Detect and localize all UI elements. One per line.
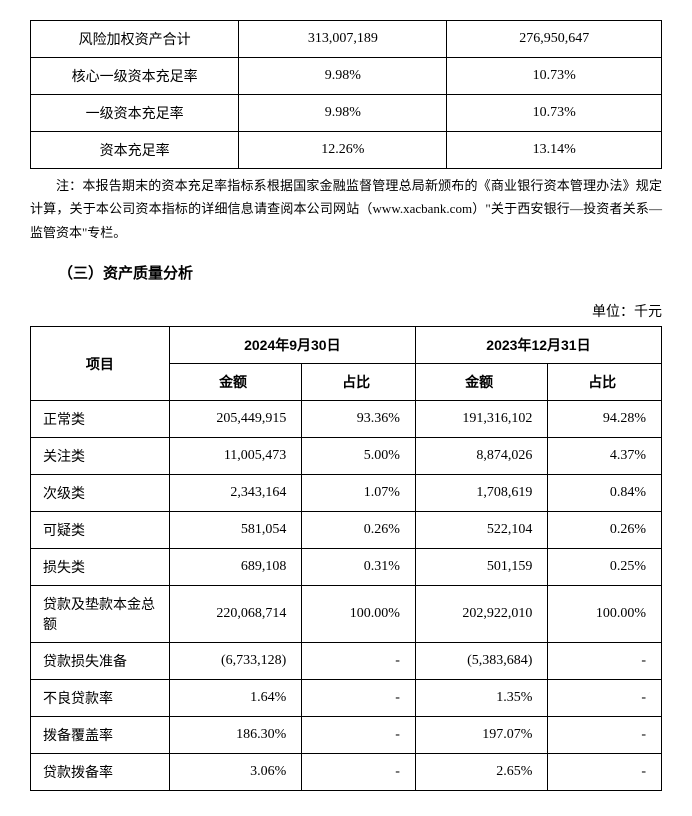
table2-head: 项目 2024年9月30日 2023年12月31日 金额 占比 金额 占比 — [31, 327, 662, 401]
header-date2: 2023年12月31日 — [415, 327, 661, 364]
table1-body: 风险加权资产合计313,007,189276,950,647核心一级资本充足率9… — [31, 21, 662, 169]
cell: (5,383,684) — [415, 643, 548, 680]
cell: (6,733,128) — [169, 643, 302, 680]
cell: 资本充足率 — [31, 132, 239, 169]
cell: 197.07% — [415, 717, 548, 754]
footnote: 注：本报告期末的资本充足率指标系根据国家金融监督管理总局新颁布的《商业银行资本管… — [30, 174, 662, 244]
table-row: 拨备覆盖率186.30%-197.07%- — [31, 717, 662, 754]
cell: 13.14% — [447, 132, 662, 169]
cell: 可疑类 — [31, 512, 170, 549]
cell: 核心一级资本充足率 — [31, 58, 239, 95]
cell: 5.00% — [302, 438, 416, 475]
cell: 220,068,714 — [169, 586, 302, 643]
header-item: 项目 — [31, 327, 170, 401]
cell: 1.35% — [415, 680, 548, 717]
capital-adequacy-table: 风险加权资产合计313,007,189276,950,647核心一级资本充足率9… — [30, 20, 662, 169]
cell: - — [548, 643, 662, 680]
table-row: 核心一级资本充足率9.98%10.73% — [31, 58, 662, 95]
cell: 0.26% — [302, 512, 416, 549]
cell: 3.06% — [169, 754, 302, 791]
cell: 贷款损失准备 — [31, 643, 170, 680]
cell: 4.37% — [548, 438, 662, 475]
header-pct2: 占比 — [548, 364, 662, 401]
table-row: 关注类11,005,4735.00%8,874,0264.37% — [31, 438, 662, 475]
cell: 2,343,164 — [169, 475, 302, 512]
cell: 100.00% — [548, 586, 662, 643]
table-row: 贷款拨备率3.06%-2.65%- — [31, 754, 662, 791]
table-row: 资本充足率12.26%13.14% — [31, 132, 662, 169]
cell: - — [548, 680, 662, 717]
table-row: 正常类205,449,91593.36%191,316,10294.28% — [31, 401, 662, 438]
cell: - — [302, 680, 416, 717]
table-row: 风险加权资产合计313,007,189276,950,647 — [31, 21, 662, 58]
cell: 100.00% — [302, 586, 416, 643]
asset-quality-table: 项目 2024年9月30日 2023年12月31日 金额 占比 金额 占比 正常… — [30, 326, 662, 791]
cell: 93.36% — [302, 401, 416, 438]
cell: 一级资本充足率 — [31, 95, 239, 132]
header-amount2: 金额 — [415, 364, 548, 401]
cell: 关注类 — [31, 438, 170, 475]
cell: 损失类 — [31, 549, 170, 586]
cell: 正常类 — [31, 401, 170, 438]
unit-label: 单位：千元 — [30, 301, 662, 321]
table-row: 可疑类581,0540.26%522,1040.26% — [31, 512, 662, 549]
cell: - — [302, 643, 416, 680]
cell: 1,708,619 — [415, 475, 548, 512]
cell: - — [548, 717, 662, 754]
cell: 拨备覆盖率 — [31, 717, 170, 754]
cell: 贷款及垫款本金总额 — [31, 586, 170, 643]
table-row: 贷款损失准备(6,733,128)-(5,383,684)- — [31, 643, 662, 680]
cell: 9.98% — [239, 95, 447, 132]
cell: 202,922,010 — [415, 586, 548, 643]
table-row: 贷款及垫款本金总额220,068,714100.00%202,922,01010… — [31, 586, 662, 643]
cell: 1.07% — [302, 475, 416, 512]
header-amount1: 金额 — [169, 364, 302, 401]
section-header: （三）资产质量分析 — [58, 262, 662, 283]
cell: - — [302, 717, 416, 754]
cell: 不良贷款率 — [31, 680, 170, 717]
cell: 94.28% — [548, 401, 662, 438]
cell: 276,950,647 — [447, 21, 662, 58]
cell: 11,005,473 — [169, 438, 302, 475]
cell: 2.65% — [415, 754, 548, 791]
cell: 0.84% — [548, 475, 662, 512]
table-row: 一级资本充足率9.98%10.73% — [31, 95, 662, 132]
cell: 9.98% — [239, 58, 447, 95]
cell: 522,104 — [415, 512, 548, 549]
cell: 501,159 — [415, 549, 548, 586]
cell: - — [302, 754, 416, 791]
cell: 8,874,026 — [415, 438, 548, 475]
cell: 191,316,102 — [415, 401, 548, 438]
cell: 1.64% — [169, 680, 302, 717]
cell: 186.30% — [169, 717, 302, 754]
table-row: 次级类2,343,1641.07%1,708,6190.84% — [31, 475, 662, 512]
cell: 0.25% — [548, 549, 662, 586]
cell: 581,054 — [169, 512, 302, 549]
header-date1: 2024年9月30日 — [169, 327, 415, 364]
cell: 10.73% — [447, 58, 662, 95]
cell: 10.73% — [447, 95, 662, 132]
table2-body: 正常类205,449,91593.36%191,316,10294.28%关注类… — [31, 401, 662, 791]
header-pct1: 占比 — [302, 364, 416, 401]
table-row: 损失类689,1080.31%501,1590.25% — [31, 549, 662, 586]
cell: - — [548, 754, 662, 791]
cell: 689,108 — [169, 549, 302, 586]
cell: 贷款拨备率 — [31, 754, 170, 791]
cell: 0.31% — [302, 549, 416, 586]
cell: 次级类 — [31, 475, 170, 512]
table-row: 不良贷款率1.64%-1.35%- — [31, 680, 662, 717]
cell: 12.26% — [239, 132, 447, 169]
cell: 313,007,189 — [239, 21, 447, 58]
cell: 205,449,915 — [169, 401, 302, 438]
cell: 0.26% — [548, 512, 662, 549]
cell: 风险加权资产合计 — [31, 21, 239, 58]
